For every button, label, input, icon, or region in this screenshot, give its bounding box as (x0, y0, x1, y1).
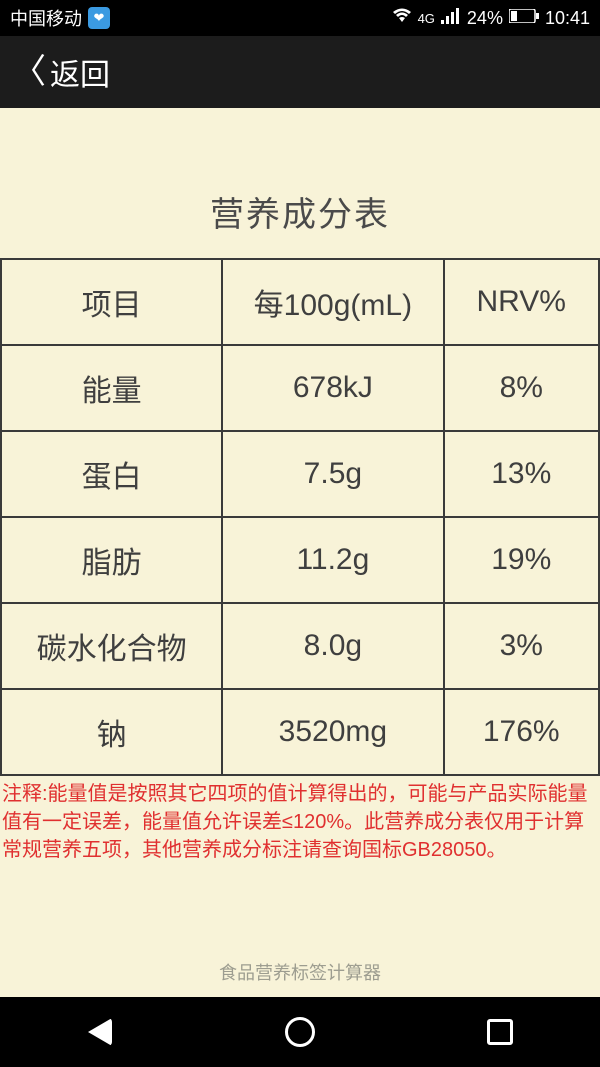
cell-nrv: 13% (444, 431, 600, 517)
nav-back-button[interactable] (81, 1013, 119, 1051)
table-header-row: 项目 每100g(mL) NRV% (1, 259, 599, 345)
app-status-icon: ❤ (88, 7, 110, 29)
table-row: 钠 3520mg 176% (1, 689, 599, 775)
cell-name: 能量 (1, 345, 222, 431)
col-header-nrv: NRV% (444, 259, 600, 345)
chevron-left-icon: 〈 (12, 55, 46, 89)
status-bar: 中国移动 ❤ 4G 24% 10:41 (0, 0, 600, 36)
nutrition-table: 项目 每100g(mL) NRV% 能量 678kJ 8% 蛋白 7.5g 13… (0, 258, 600, 776)
battery-percent: 24% (467, 8, 503, 29)
battery-icon (509, 9, 539, 28)
back-label: 返回 (50, 50, 110, 94)
table-row: 碳水化合物 8.0g 3% (1, 603, 599, 689)
note-text: 注释:能量值是按照其它四项的值计算得出的，可能与产品实际能量值有一定误差，能量值… (0, 776, 600, 864)
cell-name: 碳水化合物 (1, 603, 222, 689)
android-nav-bar (0, 997, 600, 1067)
wifi-icon (392, 8, 412, 29)
cell-nrv: 19% (444, 517, 600, 603)
cell-nrv: 3% (444, 603, 600, 689)
table-row: 能量 678kJ 8% (1, 345, 599, 431)
title-area: 营养成分表 (0, 108, 600, 258)
clock: 10:41 (545, 8, 590, 29)
cell-name: 钠 (1, 689, 222, 775)
nav-home-button[interactable] (281, 1013, 319, 1051)
network-label: 4G (418, 11, 435, 26)
signal-icon (441, 8, 461, 29)
back-button[interactable]: 〈 返回 (12, 50, 110, 94)
cell-value: 7.5g (222, 431, 443, 517)
app-header: 〈 返回 (0, 36, 600, 108)
cell-nrv: 176% (444, 689, 600, 775)
table-title: 营养成分表 (210, 187, 390, 236)
cell-nrv: 8% (444, 345, 600, 431)
main-content: 营养成分表 项目 每100g(mL) NRV% 能量 678kJ 8% 蛋白 7… (0, 108, 600, 997)
cell-name: 蛋白 (1, 431, 222, 517)
table-row: 脂肪 11.2g 19% (1, 517, 599, 603)
cell-value: 11.2g (222, 517, 443, 603)
col-header-item: 项目 (1, 259, 222, 345)
nav-recent-button[interactable] (481, 1013, 519, 1051)
cell-value: 8.0g (222, 603, 443, 689)
carrier-label: 中国移动 (10, 5, 82, 31)
cell-name: 脂肪 (1, 517, 222, 603)
cell-value: 678kJ (222, 345, 443, 431)
table-row: 蛋白 7.5g 13% (1, 431, 599, 517)
cell-value: 3520mg (222, 689, 443, 775)
col-header-per100: 每100g(mL) (222, 259, 443, 345)
app-name-label: 食品营养标签计算器 (0, 959, 600, 997)
